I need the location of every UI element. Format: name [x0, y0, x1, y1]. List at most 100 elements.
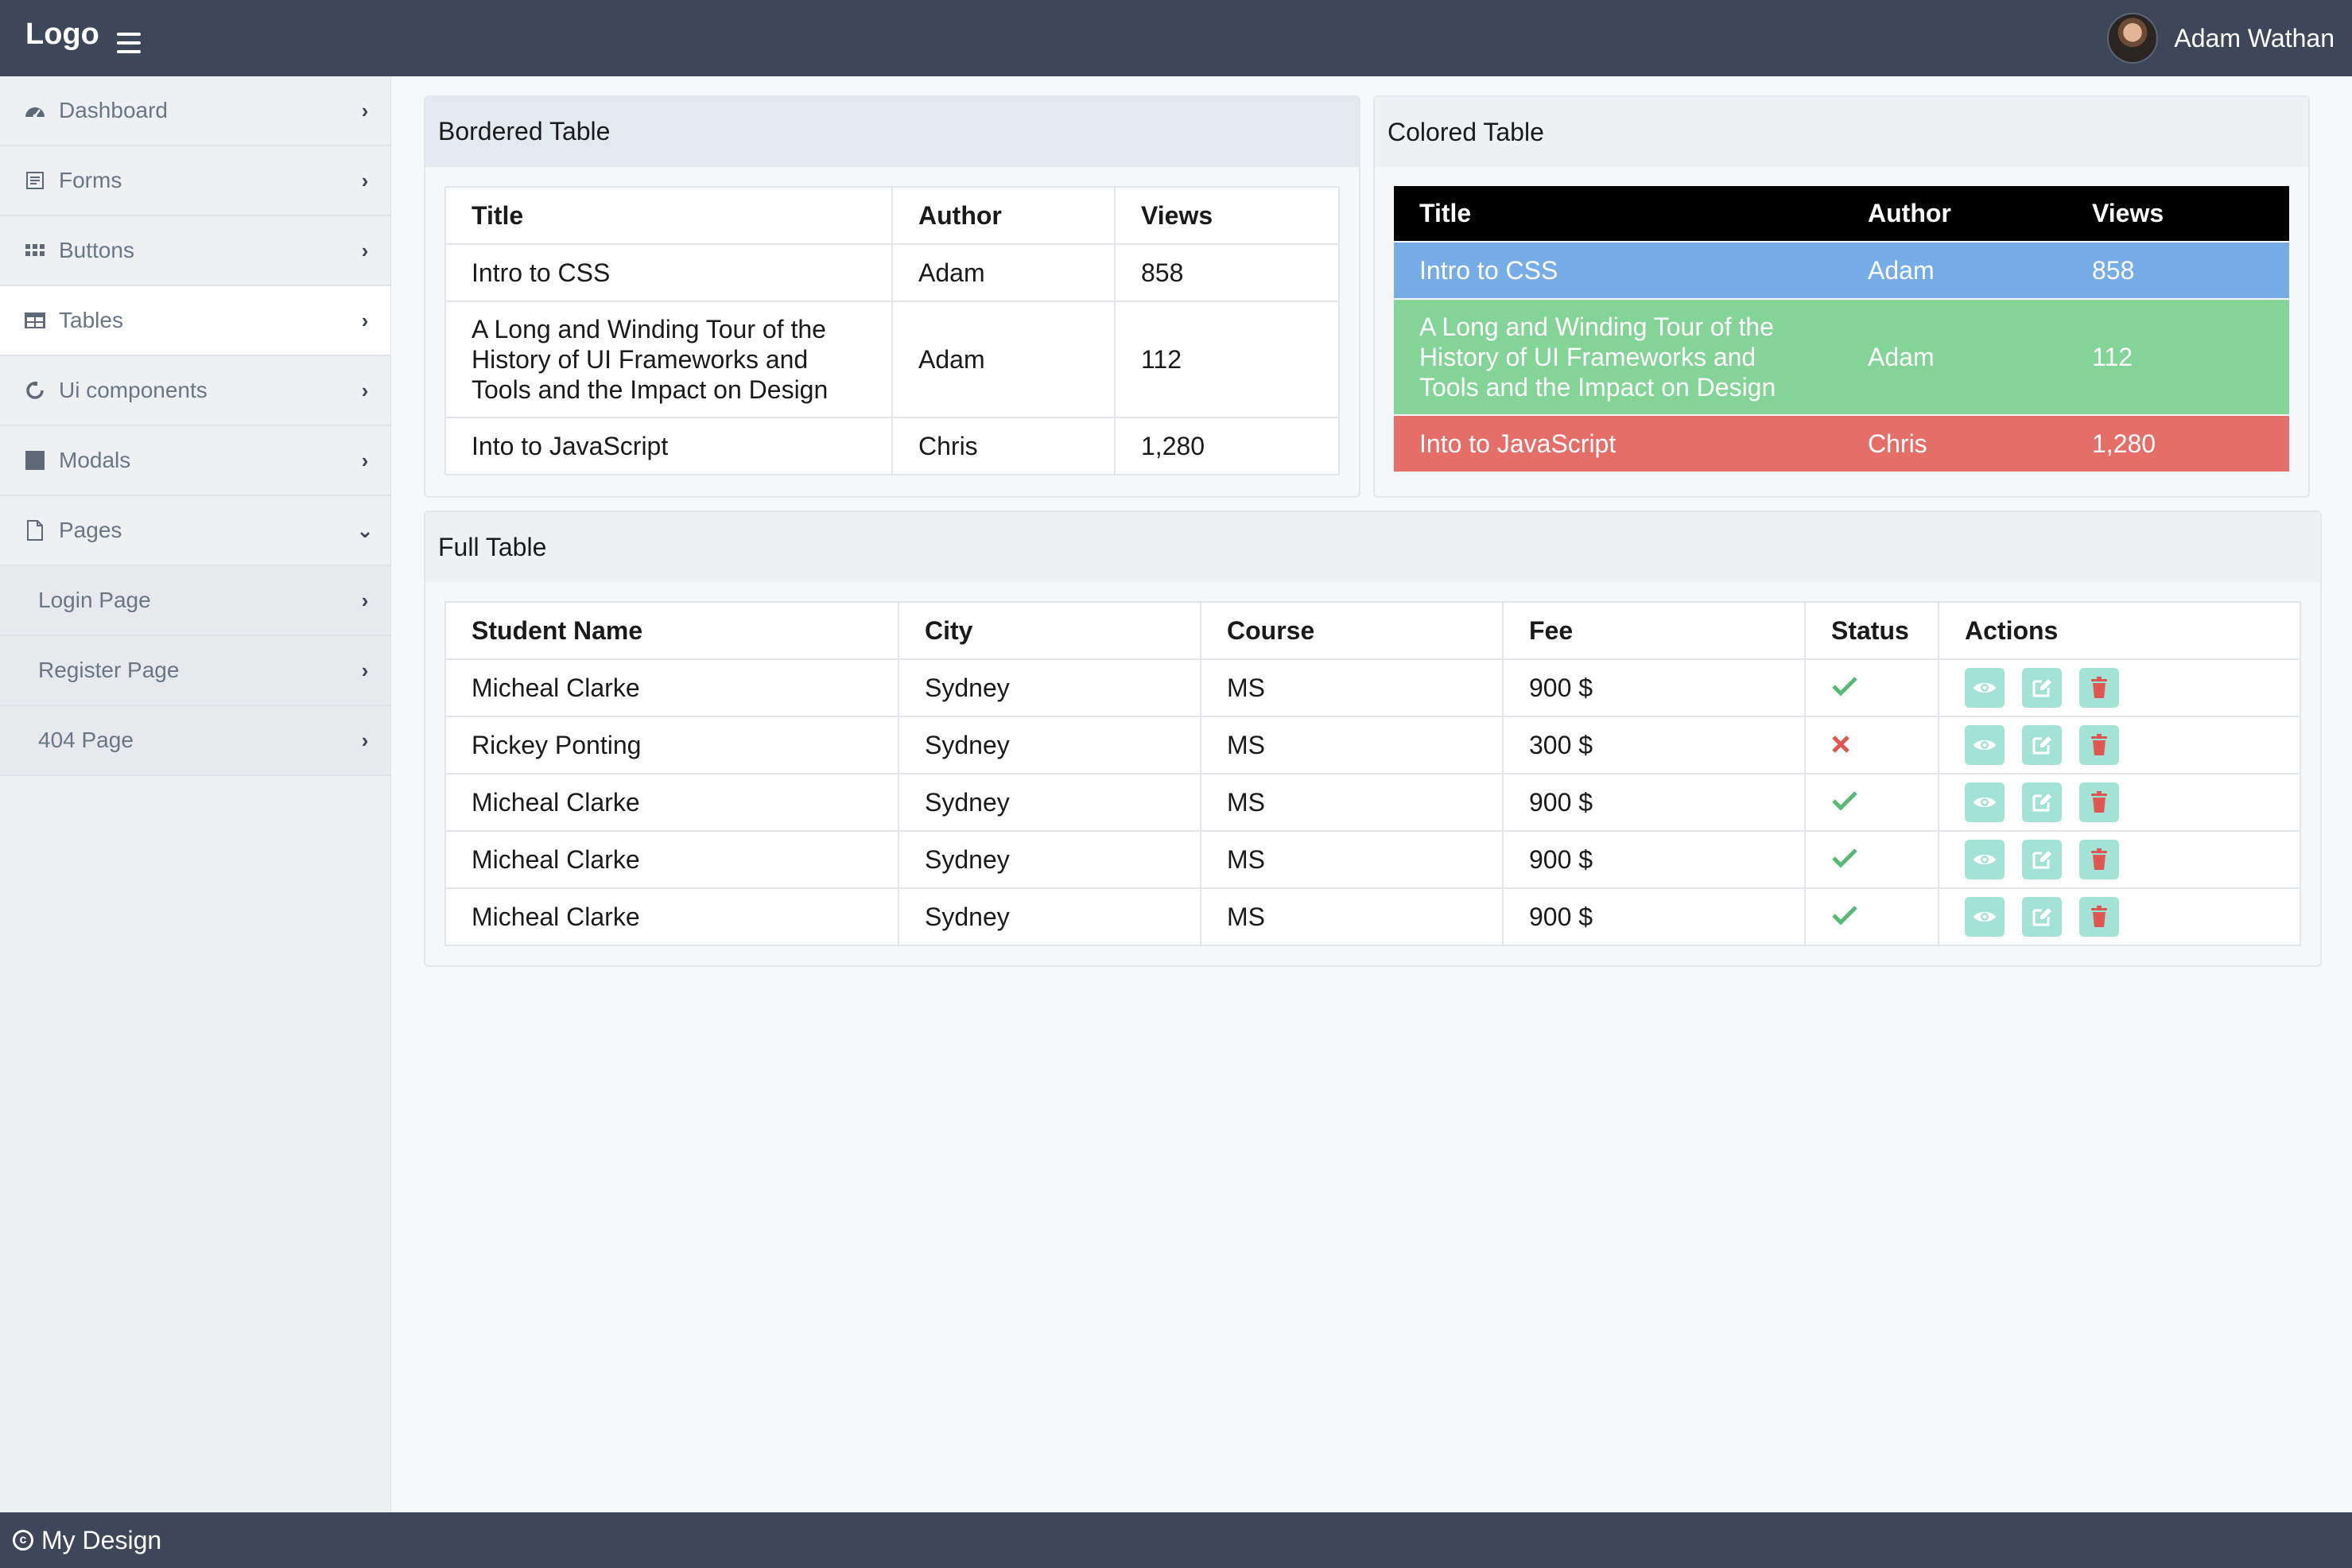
edit-button[interactable] — [2022, 897, 2062, 937]
status-cell — [1804, 716, 1939, 774]
column-header: Title — [1394, 186, 1842, 242]
check-icon — [1831, 673, 1858, 703]
sidebar-item-label: Forms — [59, 168, 122, 192]
table-cell: Adam — [891, 301, 1116, 418]
column-header: Fee — [1502, 601, 1806, 660]
table-row: Micheal Clarke Sydney MS 900 $ — [444, 658, 2301, 717]
actions-cell — [1938, 773, 2301, 832]
table-cell: Intro to CSS — [1394, 242, 1842, 299]
view-button[interactable] — [1965, 897, 2005, 937]
delete-button[interactable] — [2079, 782, 2119, 822]
square-icon — [24, 449, 46, 472]
chevron-right-icon: › — [361, 238, 369, 262]
table-row: Into to JavaScript Chris 1,280 — [444, 417, 1340, 475]
sidebar: Dashboard › Forms › Buttons › Tables › — [0, 76, 391, 1512]
chevron-right-icon: › — [361, 98, 369, 122]
column-header: Title — [444, 186, 893, 245]
card-title: Bordered Table — [425, 97, 1359, 167]
table-cell: Sydney — [898, 716, 1201, 774]
chevron-right-icon: › — [361, 588, 369, 612]
copyright-icon: c — [13, 1530, 33, 1551]
table-cell: MS — [1200, 716, 1504, 774]
sidebar-subitem-login-page[interactable]: Login Page › — [0, 566, 390, 636]
delete-button[interactable] — [2079, 725, 2119, 765]
file-icon — [24, 519, 46, 541]
chevron-down-icon: ⌄ — [356, 518, 374, 542]
table-cell: Sydney — [898, 773, 1201, 832]
table-cell: MS — [1200, 830, 1504, 889]
sidebar-item-tables[interactable]: Tables › — [0, 286, 390, 356]
column-header: Views — [1114, 186, 1340, 245]
sidebar-item-modals[interactable]: Modals › — [0, 426, 390, 496]
sidebar-item-ui-components[interactable]: Ui components › — [0, 356, 390, 426]
hamburger-menu-icon[interactable] — [116, 33, 141, 53]
avatar[interactable] — [2107, 13, 2159, 64]
sidebar-item-dashboard[interactable]: Dashboard › — [0, 76, 390, 146]
sidebar-subitem-404-page[interactable]: 404 Page › — [0, 706, 390, 776]
table-cell: Sydney — [898, 658, 1201, 717]
column-header: Course — [1200, 601, 1504, 660]
actions-cell — [1938, 830, 2301, 889]
check-icon — [1831, 902, 1858, 932]
chevron-right-icon: › — [361, 308, 369, 332]
sidebar-item-pages[interactable]: Pages ⌄ — [0, 496, 390, 566]
column-header: City — [898, 601, 1201, 660]
table-cell: 900 $ — [1502, 658, 1806, 717]
logo[interactable]: Logo — [25, 17, 99, 51]
edit-button[interactable] — [2022, 725, 2062, 765]
view-button[interactable] — [1965, 782, 2005, 822]
view-button[interactable] — [1965, 840, 2005, 879]
sidebar-item-label: Tables — [59, 308, 123, 332]
table-cell: 900 $ — [1502, 887, 1806, 946]
sidebar-item-forms[interactable]: Forms › — [0, 146, 390, 216]
user-name[interactable]: Adam Wathan — [2174, 23, 2335, 52]
chevron-right-icon: › — [361, 378, 369, 402]
delete-button[interactable] — [2079, 840, 2119, 879]
chevron-right-icon: › — [361, 168, 369, 192]
view-button[interactable] — [1965, 725, 2005, 765]
table-cell: 858 — [2067, 242, 2289, 299]
table-cell: MS — [1200, 658, 1504, 717]
edit-button[interactable] — [2022, 782, 2062, 822]
table-header-row: Title Author Views — [444, 186, 1340, 245]
table-cell: MS — [1200, 887, 1504, 946]
table-cell: 900 $ — [1502, 830, 1806, 889]
delete-button[interactable] — [2079, 897, 2119, 937]
table-header-row: Student Name City Course Fee Status Acti… — [444, 601, 2301, 660]
view-button[interactable] — [1965, 668, 2005, 708]
sidebar-item-label: Ui components — [59, 378, 208, 402]
grid-icon — [24, 239, 46, 262]
table-cell: Rickey Ponting — [444, 716, 899, 774]
table-row: Intro to CSS Adam 858 — [1394, 242, 2289, 299]
table-cell: Into to JavaScript — [444, 417, 893, 475]
sidebar-subitem-label: Login Page — [38, 588, 151, 612]
eye-icon — [1973, 680, 1997, 696]
dashboard-icon — [24, 99, 46, 122]
table-cell: A Long and Winding Tour of the History o… — [1394, 299, 1842, 415]
table-cell: 1,280 — [2067, 415, 2289, 472]
table-cell: Sydney — [898, 830, 1201, 889]
sidebar-item-buttons[interactable]: Buttons › — [0, 216, 390, 286]
bordered-table: Title Author Views Intro to CSS Adam 858… — [444, 186, 1340, 475]
chevron-right-icon: › — [361, 658, 369, 682]
footer-text: My Design — [41, 1525, 162, 1554]
table-cell: 858 — [1114, 243, 1340, 302]
eye-icon — [1973, 852, 1997, 867]
edit-button[interactable] — [2022, 840, 2062, 879]
eye-icon — [1973, 794, 1997, 810]
edit-icon — [2031, 734, 2053, 756]
card-title: Colored Table — [1375, 97, 2308, 167]
check-icon — [1831, 844, 1858, 875]
column-header: Student Name — [444, 601, 899, 660]
trash-icon — [2090, 677, 2109, 699]
user-menu[interactable]: Adam Wathan — [2107, 13, 2335, 64]
table-row: Micheal Clarke Sydney MS 900 $ — [444, 773, 2301, 832]
status-cell — [1804, 887, 1939, 946]
edit-button[interactable] — [2022, 668, 2062, 708]
colored-table-card: Colored Table Title Author Views Intro t… — [1373, 95, 2310, 498]
top-navbar: Logo Adam Wathan — [0, 0, 2352, 76]
sidebar-subitem-register-page[interactable]: Register Page › — [0, 636, 390, 706]
table-cell: A Long and Winding Tour of the History o… — [444, 301, 893, 418]
delete-button[interactable] — [2079, 668, 2119, 708]
table-row: Into to JavaScript Chris 1,280 — [1394, 415, 2289, 472]
